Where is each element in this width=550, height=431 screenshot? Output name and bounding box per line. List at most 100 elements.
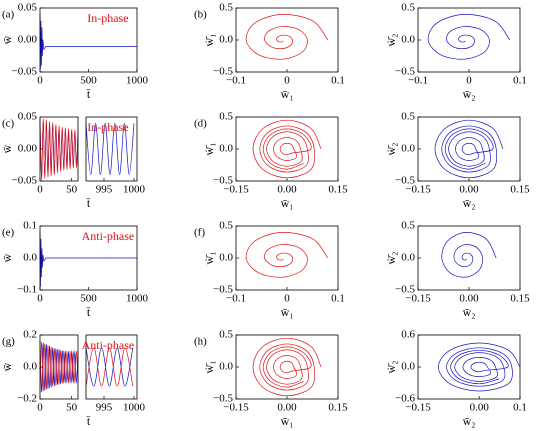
y-tick-label: 0.05 — [18, 111, 38, 123]
y-axis-label: ẇ̄₂ — [384, 34, 398, 47]
y-axis-label: ẇ̄₁ — [202, 361, 216, 374]
curve — [245, 232, 329, 278]
x-tick-label: 0 — [37, 293, 43, 305]
x-axis-label: w̄₂ — [463, 196, 476, 210]
axes-frame — [417, 7, 521, 73]
x-axis-label: w̄₂ — [463, 414, 476, 428]
x-tick-label: 0.1 — [513, 75, 527, 87]
panel-label: (g) — [2, 336, 15, 348]
x-axis-label: t̄ — [86, 196, 90, 210]
y-tick-label: 0.5 — [401, 111, 415, 123]
curve — [252, 337, 322, 397]
annotation: In-phase — [87, 120, 128, 134]
curve — [39, 341, 79, 393]
x-tick-label: 50 — [66, 402, 78, 414]
x-tick-label: 0.1 — [513, 402, 527, 414]
y-tick-label: 0.2 — [23, 329, 37, 341]
curve — [85, 123, 135, 175]
curve — [252, 119, 322, 179]
y-tick-label: 0.0 — [401, 361, 415, 373]
y-axis-label: w̄ — [0, 362, 14, 371]
panel-label: (h) — [194, 336, 207, 348]
x-axis-label: w̄₁ — [281, 196, 294, 210]
axes-frame — [235, 116, 339, 182]
y-tick-label: 0.5 — [219, 329, 233, 341]
x-tick-label: 0.15 — [328, 402, 348, 414]
y-tick-label: 0.5 — [401, 2, 415, 14]
x-axis-label: w̄₁ — [281, 305, 294, 319]
x-axis-label: w̄₂ — [463, 305, 476, 319]
y-tick-label: 0.0 — [219, 252, 233, 264]
y-axis-label: ẇ̄₂ — [384, 252, 398, 265]
x-tick-label: 0 — [37, 75, 43, 87]
x-tick-label: 0.1 — [331, 75, 345, 87]
curve — [39, 232, 137, 287]
y-tick-label: −0.5 — [213, 66, 233, 78]
panel-label: (a) — [2, 9, 15, 21]
y-tick-label: 0.0 — [219, 361, 233, 373]
x-tick-label: −0.15 — [405, 184, 431, 196]
curve — [85, 347, 134, 387]
curve — [245, 14, 329, 60]
y-tick-label: −0.5 — [395, 175, 415, 187]
x-tick-label: 0.15 — [328, 184, 348, 196]
y-tick-label: 0.5 — [401, 220, 415, 232]
axes-frame — [417, 334, 521, 400]
curve — [427, 14, 511, 60]
annotation: Anti-phase — [82, 338, 135, 352]
y-axis-label: w̄ — [0, 253, 14, 262]
x-tick-label: 0 — [284, 75, 290, 87]
axes-frame — [235, 225, 339, 291]
panel-label: (f) — [194, 227, 205, 239]
y-tick-label: −0.5 — [395, 66, 415, 78]
panel-label: (b) — [194, 9, 207, 21]
x-tick-label: 0 — [466, 75, 472, 87]
curve — [441, 232, 497, 278]
y-tick-label: 0.5 — [219, 2, 233, 14]
x-axis-label: t̄ — [86, 87, 90, 101]
panel-label: (d) — [194, 118, 207, 130]
x-axis-label: w̄₁ — [281, 414, 294, 428]
x-axis-label: w̄₂ — [463, 87, 476, 101]
y-tick-label: −0.2 — [17, 393, 37, 405]
y-tick-label: −0.6 — [395, 393, 415, 405]
y-tick-label: −0.5 — [213, 393, 233, 405]
y-tick-label: 0.0 — [401, 252, 415, 264]
y-tick-label: 0.5 — [219, 220, 233, 232]
y-tick-label: −0.5 — [213, 175, 233, 187]
x-tick-label: −0.15 — [405, 402, 431, 414]
x-tick-label: 0.00 — [459, 293, 479, 305]
x-tick-label: 0.00 — [277, 184, 297, 196]
x-axis-label: t̄ — [86, 305, 90, 319]
x-tick-label: 0.00 — [277, 402, 297, 414]
x-tick-label: 0.00 — [470, 402, 490, 414]
x-tick-label: 50 — [66, 184, 78, 196]
y-tick-label: −0.5 — [395, 284, 415, 296]
x-tick-label: 0.15 — [510, 293, 530, 305]
x-tick-label: 1000 — [123, 184, 146, 196]
y-axis-label: ẇ̄₂ — [384, 143, 398, 156]
y-axis-label: w̄ — [0, 144, 14, 153]
curve — [39, 117, 79, 181]
y-tick-label: 0.6 — [401, 329, 415, 341]
axes-frame — [85, 116, 138, 182]
x-tick-label: −0.15 — [223, 402, 249, 414]
curve — [434, 119, 504, 179]
x-tick-label: 0.00 — [459, 184, 479, 196]
y-axis-label: ẇ̄₁ — [202, 252, 216, 265]
y-tick-label: −0.1 — [17, 284, 37, 296]
y-tick-label: −0.05 — [12, 175, 38, 187]
curve — [39, 341, 79, 393]
x-tick-label: 500 — [80, 293, 97, 305]
x-tick-label: 0.1 — [331, 293, 345, 305]
x-tick-label: 500 — [80, 75, 97, 87]
y-axis-label: w̄ — [0, 35, 14, 44]
y-tick-label: 0.1 — [23, 220, 37, 232]
y-tick-label: 0.0 — [401, 34, 415, 46]
y-tick-label: 0.0 — [23, 361, 37, 373]
y-tick-label: 0.0 — [219, 143, 233, 155]
y-tick-label: 0.5 — [219, 111, 233, 123]
x-tick-label: 995 — [96, 402, 113, 414]
y-tick-label: −0.05 — [12, 66, 38, 78]
